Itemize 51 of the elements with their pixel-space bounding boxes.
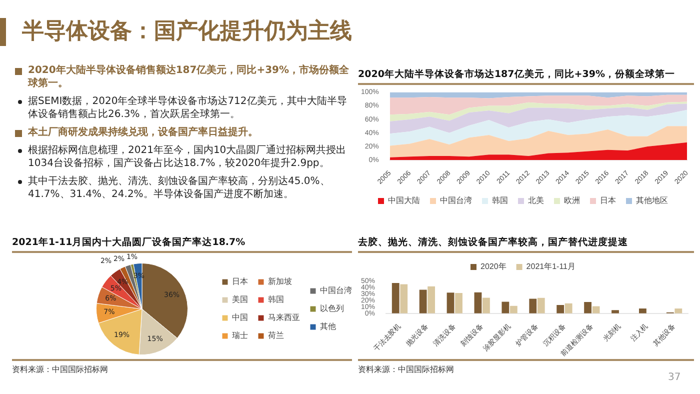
text: 根据招标网信息梳理，2021年至今，国内10大晶圆厂通过招标网共授出1034台设备招标，国产设备占比达18.7%，较2020年提升2.9pp。 — [27, 144, 348, 170]
legend-label: 韩国 — [268, 295, 284, 304]
bar — [674, 308, 682, 314]
text: 半导体设备：国产化提升仍为主线 — [22, 18, 352, 46]
bar — [638, 308, 646, 314]
text: 资料来源：中国国际招标网 — [358, 365, 454, 374]
bar — [502, 302, 510, 314]
legend-label: 新加坡 — [268, 277, 292, 286]
text: 2020年大陆半导体设备销售额达187亿美元，同比+39%，市场份额全球第一。 — [14, 64, 350, 90]
bar — [474, 292, 482, 314]
bar — [556, 304, 564, 314]
legend-label: 中国台湾 — [320, 286, 352, 296]
legend-label: 日本 — [600, 196, 616, 206]
legend-label: 其他 — [320, 322, 336, 332]
legend-label: 美国 — [232, 295, 248, 304]
text: 其中干法去胶、抛光、清洗、刻蚀设备国产率较高，分别达45.0%、41.7%、31.4%、24.2%。半导体设备国产进度不断加速。 — [27, 175, 331, 201]
legend-label: 瑞士 — [232, 331, 248, 340]
legend-label: 中国大陆 — [388, 196, 420, 206]
legend-label: 中国台湾 — [440, 196, 472, 206]
legend-label: 北美 — [528, 196, 544, 206]
bar — [428, 286, 436, 314]
text: 资料来源：中国国际招标网 — [12, 359, 352, 375]
text: 据SEMI数据，2020年全球半导体设备市场达712亿美元，其中大陆半导体设备销售额占比26.3%，首次跃居全球第一。 — [27, 95, 348, 121]
legend-label: 马来西亚 — [268, 313, 300, 322]
bar — [564, 303, 572, 314]
text: 37 — [668, 372, 681, 383]
bar — [592, 306, 600, 314]
legend-label: 中国 — [232, 313, 248, 322]
bar — [400, 284, 408, 314]
legend-label: 日本 — [232, 277, 248, 286]
legend-label: 其他地区 — [636, 196, 668, 206]
legend-label: 以色列 — [320, 304, 344, 314]
chart-title: 2021年1-11月国内十大晶圆厂设备国产率达18.7% — [12, 236, 352, 253]
bar — [482, 298, 490, 314]
legend-label: 荷兰 — [268, 331, 284, 340]
text: 本土厂商研发成果持续兑现，设备国产率日益提升。 — [14, 126, 350, 139]
chart-title: 2020年大陆半导体设备市场达187亿美元，同比+39%，份额全球第一 — [358, 68, 694, 85]
bar — [419, 290, 427, 314]
bar — [529, 298, 537, 314]
legend-label: 韩国 — [492, 196, 508, 206]
bar — [446, 292, 454, 314]
bar — [612, 310, 619, 314]
legend-label: 欧洲 — [564, 196, 580, 206]
bar — [537, 298, 545, 314]
legend-label: 2021年1-11月 — [526, 262, 576, 272]
bar — [584, 302, 592, 314]
legend-label: 2020年 — [480, 262, 506, 272]
bar — [510, 306, 518, 314]
chart-title: 去胶、抛光、清洗、刻蚀设备国产率较高，国产替代进度提速 — [358, 236, 694, 253]
bar — [392, 282, 400, 314]
bar — [455, 293, 462, 314]
